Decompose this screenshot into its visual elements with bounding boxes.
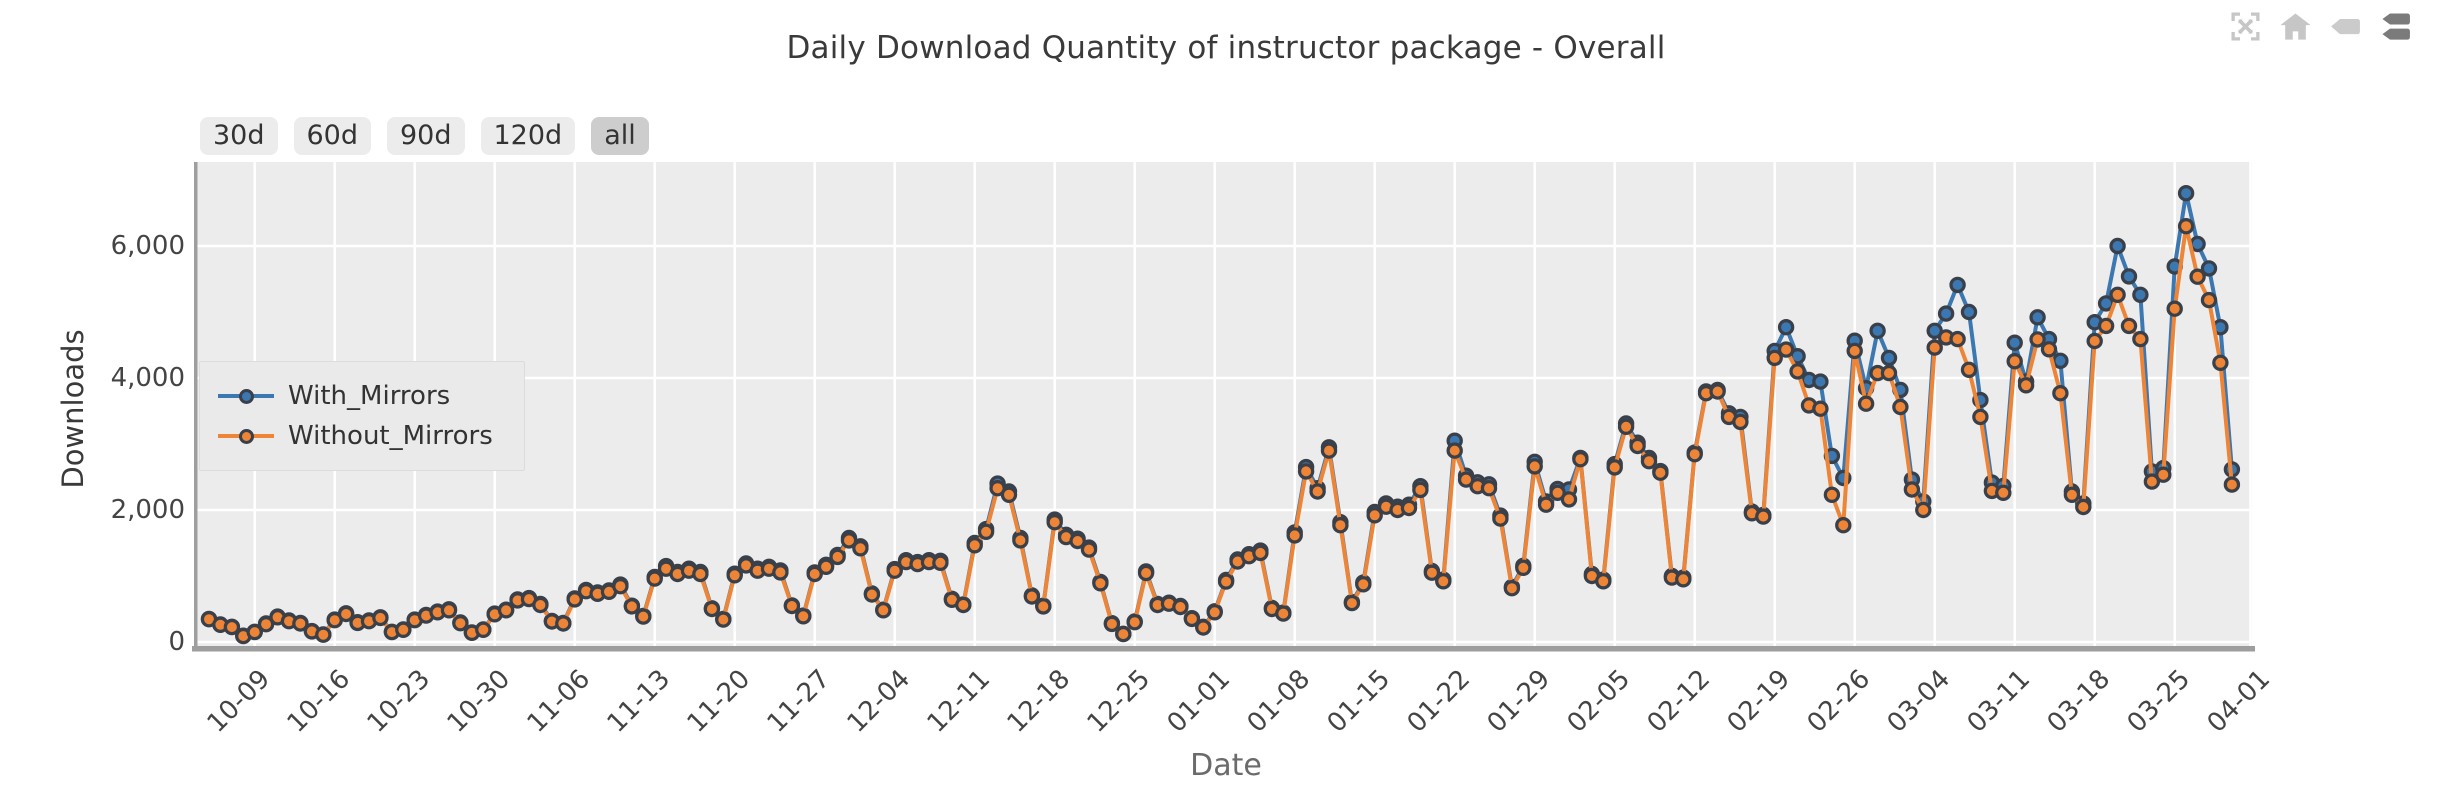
range-button-120d[interactable]: 120d: [480, 117, 576, 156]
range-button-all[interactable]: all: [591, 117, 649, 156]
y-tick-label: 2,000: [110, 495, 185, 525]
legend-label: Without_Mirrors: [288, 421, 493, 451]
y-axis-spine: [194, 162, 198, 650]
autoscale-icon[interactable]: [2229, 8, 2262, 44]
chart-legend: With_Mirrors Without_Mirrors: [199, 361, 525, 471]
hover-compare-tags-icon[interactable]: [2379, 8, 2412, 44]
series-without_mirrors: [200, 217, 2241, 645]
range-selector: 30d 60d 90d 120d all: [200, 117, 649, 156]
legend-item-without_mirrors[interactable]: Without_Mirrors: [218, 416, 524, 456]
y-tick-label: 0: [168, 627, 185, 657]
legend-marker-icon: [218, 428, 274, 444]
plot-area[interactable]: [197, 162, 2252, 650]
hover-closest-tag-icon[interactable]: [2329, 8, 2362, 44]
range-button-90d[interactable]: 90d: [387, 117, 465, 156]
reset-axes-home-icon[interactable]: [2279, 8, 2312, 44]
x-axis-spine: [192, 646, 2255, 652]
legend-label: With_Mirrors: [288, 381, 451, 411]
x-axis-label: Date: [1190, 748, 1262, 783]
legend-marker-icon: [218, 388, 274, 404]
y-tick-label: 4,000: [110, 363, 185, 393]
range-button-60d[interactable]: 60d: [293, 117, 371, 156]
legend-item-with_mirrors[interactable]: With_Mirrors: [218, 376, 524, 416]
chart-toolbar: [2229, 8, 2412, 44]
y-axis-label: Downloads: [56, 329, 90, 489]
range-button-30d[interactable]: 30d: [200, 117, 278, 156]
y-tick-label: 6,000: [110, 231, 185, 261]
page-title: Daily Download Quantity of instructor pa…: [786, 30, 1666, 66]
